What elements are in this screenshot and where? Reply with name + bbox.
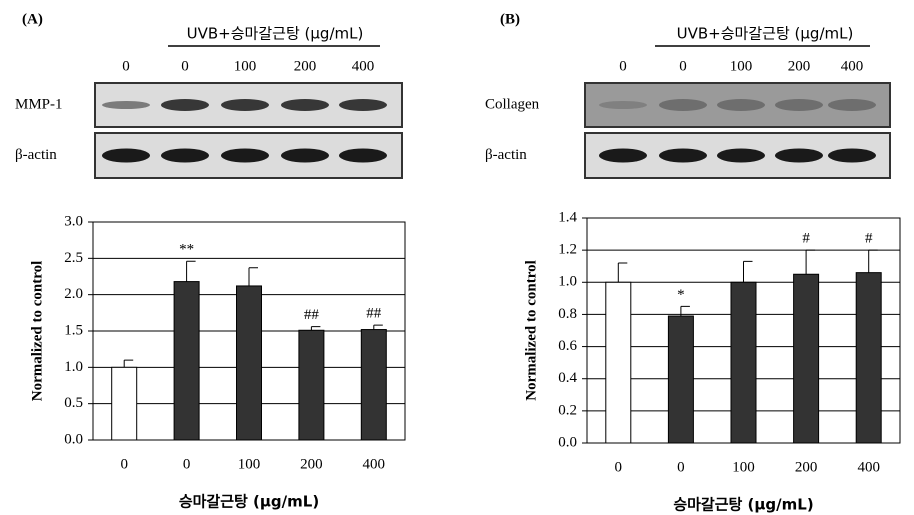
blot-band <box>221 99 269 111</box>
y-tick-label: 1.5 <box>64 322 83 338</box>
error-bar <box>186 260 196 282</box>
lane-label: 100 <box>234 58 257 74</box>
bar <box>173 281 200 441</box>
blot-row-label: β-actin <box>485 147 527 163</box>
y-tick-label: 0.5 <box>64 395 83 411</box>
y-axis-label: Normalized to control <box>29 261 45 402</box>
bar <box>605 281 632 444</box>
error-bar <box>868 249 878 273</box>
y-tick-label: 1.2 <box>558 242 577 258</box>
bar <box>730 281 757 444</box>
blot-row-label: MMP-1 <box>15 96 63 112</box>
bar <box>236 285 262 441</box>
blot-band <box>659 99 707 111</box>
y-tick-label: 0.0 <box>558 434 577 450</box>
blot-band <box>775 148 823 163</box>
bar <box>793 273 820 444</box>
lane-label: 0 <box>679 58 687 74</box>
x-tick-label: 0 <box>183 456 191 472</box>
x-tick-label: 100 <box>732 459 755 475</box>
x-axis-label: 승마갈근탕 (μg/mL) <box>179 493 319 511</box>
x-tick-label: 0 <box>677 459 685 475</box>
blot-band <box>221 148 269 163</box>
blot-band <box>828 148 876 163</box>
blot-band <box>281 148 329 163</box>
y-tick-label: 0.2 <box>558 402 577 418</box>
bar <box>298 329 325 441</box>
blot-band <box>102 101 150 109</box>
blot-band <box>717 99 765 111</box>
blot-band <box>281 99 329 111</box>
blot-band <box>339 99 387 111</box>
blot-header: UVB+승마갈근탕 (μg/mL) <box>677 25 854 43</box>
blot-band <box>102 148 150 163</box>
lane-label: 200 <box>294 58 317 74</box>
blot-row-label: Collagen <box>485 96 540 112</box>
panel-label: (B) <box>500 11 520 27</box>
x-tick-label: 200 <box>795 459 818 475</box>
blot-band <box>775 99 823 111</box>
significance-label: # <box>802 231 810 247</box>
lane-label: 0 <box>122 58 130 74</box>
y-tick-label: 0.6 <box>558 338 577 354</box>
lane-label: 400 <box>841 58 864 74</box>
x-tick-label: 400 <box>363 456 386 472</box>
blot-band <box>828 99 876 111</box>
y-tick-label: 1.0 <box>64 359 83 375</box>
error-bar <box>123 359 134 368</box>
y-tick-label: 1.0 <box>558 274 577 290</box>
blot-band <box>161 148 209 163</box>
significance-label: ## <box>304 307 320 323</box>
y-tick-label: 0.8 <box>558 306 577 322</box>
x-tick-label: 0 <box>120 456 128 472</box>
panel-label: (A) <box>22 11 43 27</box>
x-tick-label: 0 <box>615 459 623 475</box>
error-bar <box>248 267 258 286</box>
y-tick-label: 2.5 <box>64 250 83 266</box>
error-bar <box>805 249 816 275</box>
bar <box>360 329 387 441</box>
x-tick-label: 100 <box>238 456 261 472</box>
lane-label: 0 <box>619 58 627 74</box>
blot-band <box>659 148 707 163</box>
error-bar <box>743 260 753 283</box>
significance-label: ** <box>179 242 194 258</box>
y-tick-label: 1.4 <box>558 209 577 225</box>
blot-row-label: β-actin <box>15 147 57 163</box>
y-tick-label: 2.0 <box>64 286 83 302</box>
y-tick-label: 0.0 <box>64 431 83 447</box>
lane-label: 200 <box>788 58 811 74</box>
blot-band <box>717 148 765 163</box>
significance-label: * <box>677 287 685 303</box>
lane-label: 100 <box>730 58 753 74</box>
error-bar <box>373 324 383 330</box>
blot-header: UVB+승마갈근탕 (μg/mL) <box>187 25 364 43</box>
y-axis-label: Normalized to control <box>523 260 539 401</box>
error-bar <box>680 305 690 317</box>
blot-band <box>599 101 647 109</box>
bar <box>855 272 882 444</box>
y-tick-label: 0.4 <box>558 370 577 386</box>
lane-label: 0 <box>181 58 189 74</box>
blot-band <box>161 99 209 111</box>
lane-label: 400 <box>352 58 375 74</box>
significance-label: # <box>865 231 873 247</box>
x-tick-label: 200 <box>300 456 323 472</box>
error-bar <box>310 326 321 331</box>
error-bar <box>617 262 628 283</box>
y-tick-label: 3.0 <box>64 213 83 229</box>
significance-label: ## <box>366 306 382 322</box>
blot-band <box>339 148 387 163</box>
x-axis-label: 승마갈근탕 (μg/mL) <box>673 496 813 514</box>
bar <box>111 366 138 441</box>
blot-band <box>599 148 647 163</box>
x-tick-label: 400 <box>857 459 880 475</box>
bar <box>667 315 694 444</box>
